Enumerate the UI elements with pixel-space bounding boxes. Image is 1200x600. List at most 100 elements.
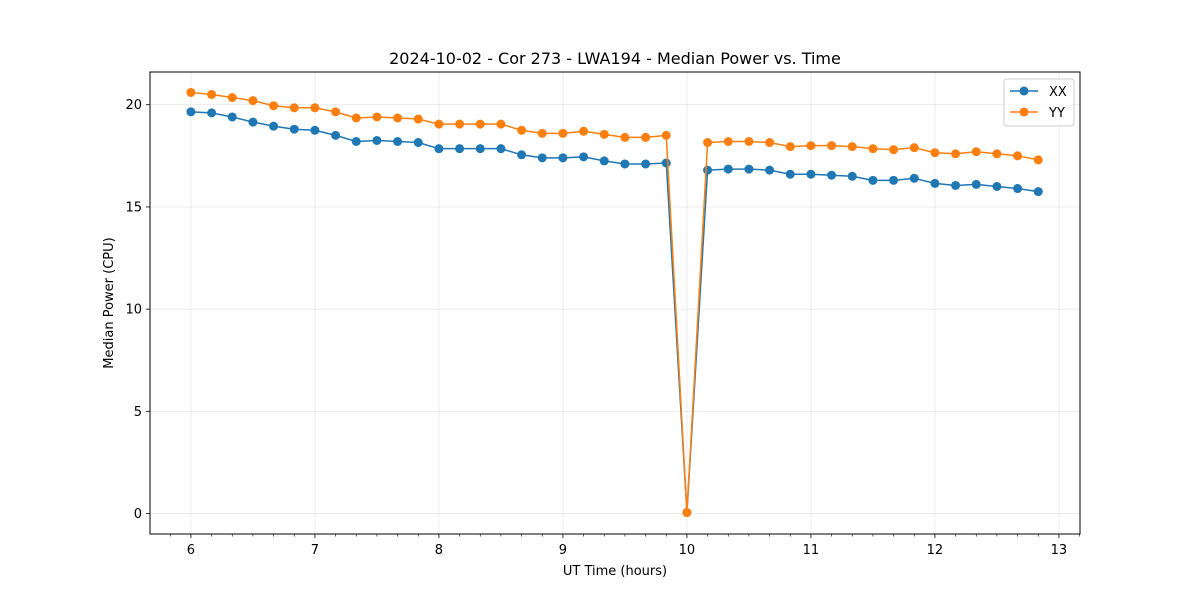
legend-label-xx: XX [1049,85,1067,100]
data-point-xx [599,156,609,166]
data-point-yy [186,87,196,97]
data-point-xx [1033,187,1043,197]
data-point-xx [847,171,857,181]
data-point-xx [372,135,382,145]
data-point-yy [806,141,816,151]
x-tick-label: 12 [927,543,944,558]
data-point-xx [475,144,485,154]
data-point-yy [248,96,258,106]
data-point-yy [889,145,899,155]
data-point-xx [496,144,506,154]
x-tick-label: 11 [803,543,820,558]
data-point-yy [475,119,485,129]
data-point-yy [393,113,403,123]
y-tick-label: 0 [134,507,142,522]
data-point-yy [310,103,320,113]
legend-label-yy: YY [1048,106,1065,121]
data-point-xx [641,159,651,169]
data-point-yy [599,129,609,139]
data-point-xx [517,150,527,160]
y-tick-label: 15 [125,200,142,215]
data-point-xx [455,144,465,154]
data-point-yy [620,132,630,142]
data-point-yy [661,130,671,140]
data-point-xx [227,112,237,122]
data-point-xx [248,117,258,127]
data-point-xx [909,173,919,183]
data-point-yy [827,141,837,151]
data-point-yy [951,149,961,159]
data-point-xx [393,137,403,146]
data-point-xx [806,169,816,179]
data-point-xx [558,153,568,163]
data-point-xx [351,137,361,146]
data-point-xx [992,181,1002,191]
data-point-yy [434,119,444,129]
x-tick-label: 6 [187,543,195,558]
data-point-yy [269,101,279,111]
data-point-yy [579,126,589,136]
y-tick-label: 10 [125,303,142,318]
data-point-xx [930,178,940,188]
data-point-yy [537,128,547,138]
chart-title: 2024-10-02 - Cor 273 - LWA194 - Median P… [389,49,841,68]
data-point-xx [951,180,961,190]
data-point-xx [207,108,217,118]
data-point-yy [558,128,568,138]
data-point-yy [682,508,692,518]
plot-area [150,72,1080,534]
data-point-xx [971,179,981,189]
data-point-yy [351,113,361,123]
y-tick-label: 20 [125,98,142,113]
data-point-xx [703,165,713,175]
data-point-yy [785,142,795,152]
data-point-yy [372,112,382,122]
data-point-yy [1013,151,1023,161]
x-tick-label: 8 [435,543,443,558]
x-tick-label: 13 [1051,543,1068,558]
data-point-yy [703,138,713,148]
data-point-yy [641,132,651,142]
data-point-yy [992,149,1002,159]
data-point-xx [310,125,320,135]
data-point-xx [744,164,754,174]
data-point-xx [269,121,279,131]
x-tick-label: 10 [679,543,696,558]
data-point-yy [413,114,423,124]
data-point-yy [517,125,527,135]
data-point-xx [889,175,899,185]
data-point-xx [765,165,775,175]
y-tick-label: 5 [134,405,142,420]
data-point-xx [723,164,733,174]
data-point-xx [413,138,423,148]
data-point-xx [537,153,547,163]
data-point-yy [971,147,981,157]
data-point-xx [579,152,589,162]
legend: XX YY [1003,78,1075,127]
x-tick-label: 7 [311,543,319,558]
data-point-xx [289,124,299,134]
data-point-yy [723,137,733,146]
data-point-yy [847,142,857,152]
y-axis-label: Median Power (CPU) [102,237,117,368]
data-point-xx [331,130,341,140]
data-point-xx [620,159,630,169]
data-point-yy [930,148,940,158]
data-point-yy [455,119,465,129]
data-point-yy [331,107,341,117]
x-tick-label: 9 [559,543,567,558]
data-point-xx [434,144,444,154]
legend-marker-yy [1019,107,1029,117]
data-point-xx [868,175,878,185]
plot-frame [149,71,1081,535]
data-point-yy [765,138,775,148]
data-point-xx [1013,184,1023,194]
data-point-yy [496,119,506,129]
data-point-yy [207,89,217,99]
data-point-xx [785,169,795,179]
data-point-yy [1033,155,1043,165]
data-point-yy [868,144,878,154]
data-point-yy [744,137,754,146]
data-point-xx [661,158,671,168]
